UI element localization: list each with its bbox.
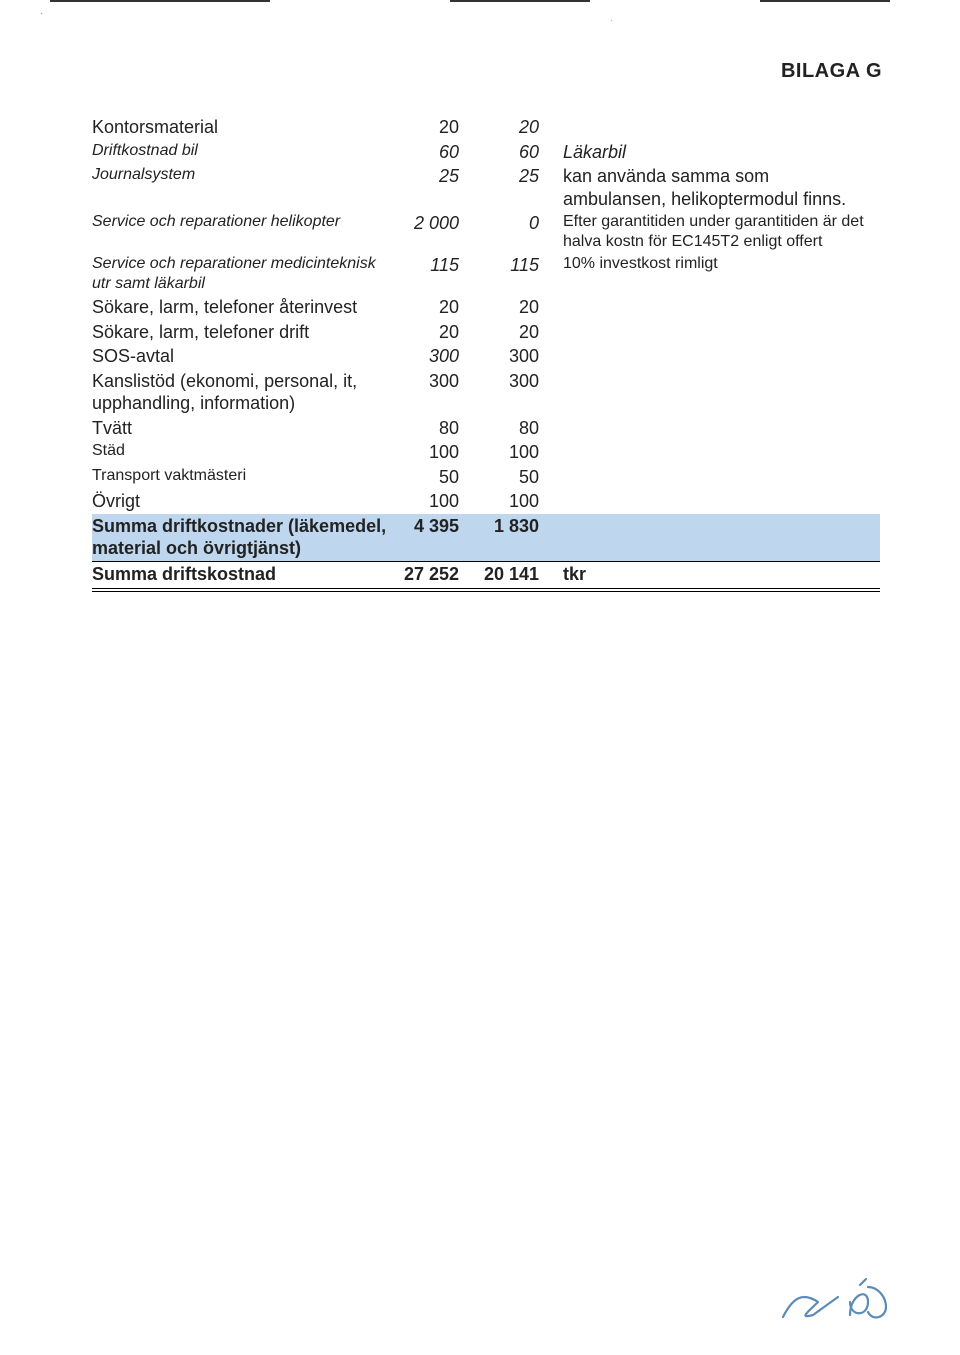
table-row: Städ100100 (92, 440, 880, 465)
row-label: Tvätt (92, 416, 397, 441)
row-col2: 0 (477, 211, 557, 253)
row-label: Journalsystem (92, 164, 397, 211)
document-page: · · BILAGA G Kontorsmaterial2020Driftkos… (0, 0, 960, 1355)
signature (778, 1277, 908, 1327)
table-rule (92, 591, 880, 592)
table-row: Kontorsmaterial2020 (92, 115, 880, 140)
table-row: Övrigt100100 (92, 489, 880, 514)
row-label: Service och reparationer medicinteknisk … (92, 253, 397, 295)
row-col1: 20 (397, 320, 477, 345)
row-col2: 100 (477, 440, 557, 465)
row-note (557, 465, 880, 490)
row-col2: 20 (477, 295, 557, 320)
row-col1: 115 (397, 253, 477, 295)
row-col2: 300 (477, 344, 557, 369)
row-col1: 100 (397, 489, 477, 514)
table-row: Service och reparationer medicinteknisk … (92, 253, 880, 295)
row-col1: 50 (397, 465, 477, 490)
row-col2: 20 (477, 115, 557, 140)
scan-artifact (760, 0, 890, 2)
row-col1: 300 (397, 344, 477, 369)
row-col1: 300 (397, 369, 477, 416)
table-row: Kanslistöd (ekonomi, personal, it, uppha… (92, 369, 880, 416)
total-row: Summa driftskostnad 27 252 20 141 tkr (92, 561, 880, 586)
row-note (557, 416, 880, 441)
row-col2: 60 (477, 140, 557, 165)
row-note (557, 440, 880, 465)
row-label: Sökare, larm, telefoner drift (92, 320, 397, 345)
row-label: Städ (92, 440, 397, 465)
row-note: 10% investkost rimligt (557, 253, 880, 295)
row-col2: 50 (477, 465, 557, 490)
row-col2: 115 (477, 253, 557, 295)
subtotal-label: Summa driftkostnader (läkemedel, materia… (92, 514, 397, 562)
row-note (557, 369, 880, 416)
row-col1: 20 (397, 295, 477, 320)
table-rule (92, 588, 880, 589)
page-title: BILAGA G (781, 60, 882, 83)
table-row: Tvätt8080 (92, 416, 880, 441)
row-col1: 100 (397, 440, 477, 465)
total-c2: 20 141 (477, 561, 557, 586)
total-c1: 27 252 (397, 561, 477, 586)
scan-artifact: · (610, 15, 613, 26)
row-note: Efter garantitiden under garantitiden är… (557, 211, 880, 253)
row-col2: 80 (477, 416, 557, 441)
row-col1: 80 (397, 416, 477, 441)
row-col2: 100 (477, 489, 557, 514)
scan-artifact (450, 0, 590, 2)
row-col2: 300 (477, 369, 557, 416)
total-unit: tkr (557, 561, 880, 586)
row-note (557, 344, 880, 369)
row-note (557, 320, 880, 345)
signature-svg (778, 1277, 908, 1327)
row-label: SOS-avtal (92, 344, 397, 369)
scan-artifact: · (40, 8, 43, 19)
row-label: Övrigt (92, 489, 397, 514)
row-note (557, 489, 880, 514)
row-col2: 20 (477, 320, 557, 345)
row-note (557, 115, 880, 140)
row-label: Kontorsmaterial (92, 115, 397, 140)
subtotal-row: Summa driftkostnader (läkemedel, materia… (92, 514, 880, 562)
table-row: SOS-avtal300300 (92, 344, 880, 369)
row-label: Transport vaktmästeri (92, 465, 397, 490)
subtotal-c1: 4 395 (397, 514, 477, 562)
scan-artifact (50, 0, 270, 2)
table-row: Service och reparationer helikopter2 000… (92, 211, 880, 253)
row-label: Kanslistöd (ekonomi, personal, it, uppha… (92, 369, 397, 416)
row-label: Service och reparationer helikopter (92, 211, 397, 253)
table-row: Journalsystem2525kan använda samma som a… (92, 164, 880, 211)
table-row: Sökare, larm, telefoner drift2020 (92, 320, 880, 345)
row-note: kan använda samma som ambulansen, heliko… (557, 164, 880, 211)
row-col1: 20 (397, 115, 477, 140)
cost-table: Kontorsmaterial2020Driftkostnad bil6060L… (92, 115, 880, 592)
row-col1: 60 (397, 140, 477, 165)
row-col1: 25 (397, 164, 477, 211)
table-row: Sökare, larm, telefoner återinvest2020 (92, 295, 880, 320)
total-label: Summa driftskostnad (92, 561, 397, 586)
row-label: Driftkostnad bil (92, 140, 397, 165)
row-note (557, 295, 880, 320)
row-col1: 2 000 (397, 211, 477, 253)
row-label: Sökare, larm, telefoner återinvest (92, 295, 397, 320)
table-row: Driftkostnad bil6060Läkarbil (92, 140, 880, 165)
row-col2: 25 (477, 164, 557, 211)
subtotal-note (557, 514, 880, 562)
row-note: Läkarbil (557, 140, 880, 165)
subtotal-c2: 1 830 (477, 514, 557, 562)
table-row: Transport vaktmästeri5050 (92, 465, 880, 490)
